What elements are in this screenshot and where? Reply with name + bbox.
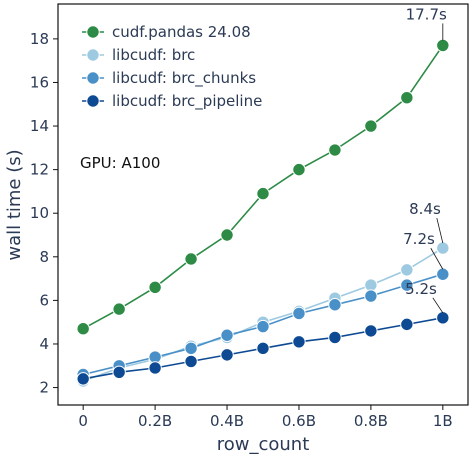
gpu-note: GPU: A100 bbox=[80, 154, 160, 172]
y-tick-label: 14 bbox=[30, 117, 49, 135]
series-0 bbox=[76, 38, 450, 336]
legend-label: cudf.pandas 24.08 bbox=[112, 23, 251, 41]
x-tick-label: 0.2B bbox=[138, 412, 172, 430]
legend-item-2: libcudf: brc_chunks bbox=[82, 69, 256, 88]
y-tick-label: 4 bbox=[39, 335, 49, 353]
data-point bbox=[400, 317, 414, 332]
data-point bbox=[436, 241, 450, 255]
y-tick-label: 2 bbox=[39, 379, 49, 397]
annotation-label: 17.7s bbox=[406, 5, 447, 23]
x-tick-label: 0.4B bbox=[210, 412, 244, 430]
legend-label: libcudf: brc_chunks bbox=[112, 69, 256, 88]
axis-ticks: 2 4 6 8 10 12 14 16 18 0 0.2B 0.4B 0.6B 0.8B 1B bbox=[30, 30, 453, 430]
data-point bbox=[364, 119, 378, 133]
data-point bbox=[112, 365, 126, 380]
annotation-label: 8.4s bbox=[409, 200, 441, 218]
data-point bbox=[184, 341, 198, 356]
series-2 bbox=[76, 267, 450, 382]
y-axis-title: wall time (s) bbox=[4, 149, 25, 260]
annotation-label: 7.2s bbox=[403, 230, 435, 248]
y-tick-label: 8 bbox=[39, 248, 49, 266]
x-tick-label: 1B bbox=[433, 412, 453, 430]
y-tick-label: 6 bbox=[39, 291, 49, 309]
data-point bbox=[76, 322, 90, 336]
y-tick-label: 18 bbox=[30, 30, 49, 48]
data-point bbox=[364, 289, 378, 303]
data-point bbox=[184, 354, 198, 369]
data-point bbox=[328, 298, 342, 312]
annotation-leader bbox=[430, 248, 444, 270]
series-3 bbox=[76, 311, 450, 386]
data-point bbox=[112, 302, 126, 316]
data-point bbox=[184, 252, 198, 266]
data-point bbox=[328, 143, 342, 157]
legend-marker bbox=[86, 25, 100, 39]
x-tick-label: 0.8B bbox=[354, 412, 388, 430]
legend-item-3: libcudf: brc_pipeline bbox=[82, 92, 262, 111]
legend-label: libcudf: brc_pipeline bbox=[112, 92, 262, 111]
data-point bbox=[256, 341, 270, 356]
data-point bbox=[256, 319, 270, 334]
legend: cudf.pandas 24.08 libcudf: brc libcudf: br… bbox=[82, 23, 262, 111]
data-point bbox=[220, 348, 234, 362]
data-point bbox=[364, 324, 378, 338]
data-point bbox=[220, 328, 234, 342]
data-point bbox=[400, 263, 414, 277]
legend-item-1: libcudf: brc bbox=[82, 46, 195, 64]
legend-label: libcudf: brc bbox=[112, 46, 195, 64]
series-layer bbox=[76, 38, 450, 388]
data-point bbox=[220, 228, 234, 242]
data-point bbox=[436, 38, 450, 53]
legend-marker bbox=[86, 94, 100, 108]
annotation-leader bbox=[436, 217, 444, 244]
data-point bbox=[76, 372, 90, 386]
legend-marker bbox=[86, 71, 100, 85]
x-tick-label: 0.6B bbox=[282, 412, 316, 430]
data-point bbox=[256, 186, 270, 201]
series-1 bbox=[76, 241, 450, 388]
x-axis-title: row_count bbox=[217, 434, 310, 455]
y-tick-label: 10 bbox=[30, 204, 49, 222]
data-point bbox=[148, 361, 162, 375]
data-point bbox=[292, 335, 306, 349]
legend-item-0: cudf.pandas 24.08 bbox=[82, 23, 251, 41]
data-point bbox=[400, 278, 414, 292]
annotation-label: 5.2s bbox=[405, 280, 437, 298]
plot-frame bbox=[57, 3, 469, 406]
y-tick-label: 12 bbox=[30, 161, 49, 179]
data-point bbox=[328, 330, 342, 345]
data-point bbox=[436, 267, 450, 281]
data-point bbox=[292, 306, 306, 321]
data-point bbox=[400, 91, 414, 105]
data-point bbox=[292, 162, 306, 177]
data-point bbox=[148, 280, 162, 295]
annotation-leader bbox=[432, 297, 444, 314]
annotation-layer: 17.7s 8.4s 7.2s 5.2s bbox=[403, 5, 447, 314]
y-tick-label: 16 bbox=[30, 73, 49, 91]
legend-marker bbox=[86, 48, 100, 62]
x-tick-label: 0 bbox=[78, 412, 88, 430]
data-point bbox=[436, 311, 450, 325]
